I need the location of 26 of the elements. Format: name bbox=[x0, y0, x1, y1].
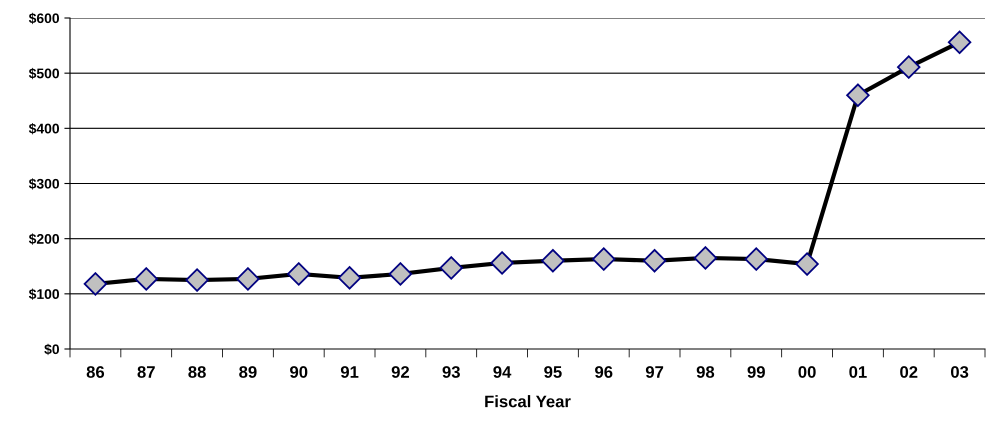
x-tick-label: 01 bbox=[849, 366, 867, 378]
x-tick-label: 00 bbox=[798, 366, 816, 378]
y-tick-label: $100 bbox=[28, 288, 60, 300]
x-tick-label: 96 bbox=[595, 366, 612, 378]
x-tick-label: 02 bbox=[900, 366, 918, 378]
y-tick-label: $400 bbox=[28, 123, 60, 134]
y-tick-label: $600 bbox=[28, 12, 60, 24]
x-tick-label: 03 bbox=[950, 366, 968, 378]
x-tick-label: 90 bbox=[290, 366, 308, 378]
y-tick-label: $300 bbox=[28, 178, 60, 190]
x-tick-label: 94 bbox=[493, 366, 512, 378]
x-tick-label: 99 bbox=[748, 366, 765, 378]
x-tick-label: 91 bbox=[340, 366, 358, 378]
x-tick-label: 88 bbox=[188, 366, 206, 378]
x-tick-label: 92 bbox=[392, 366, 410, 378]
y-tick-label: $0 bbox=[44, 344, 60, 356]
x-tick-label: 87 bbox=[138, 366, 155, 378]
x-tick-label: 98 bbox=[696, 366, 714, 378]
x-tick-label: 95 bbox=[544, 366, 562, 378]
y-tick-label: $500 bbox=[28, 68, 60, 80]
y-tick-label: $200 bbox=[28, 233, 60, 245]
x-tick-label: 89 bbox=[239, 366, 257, 378]
x-axis-title: Fiscal Year bbox=[485, 395, 571, 408]
x-tick-label: 86 bbox=[86, 366, 104, 378]
x-tick-label: 93 bbox=[442, 366, 460, 378]
x-tick-label: 97 bbox=[646, 366, 664, 378]
